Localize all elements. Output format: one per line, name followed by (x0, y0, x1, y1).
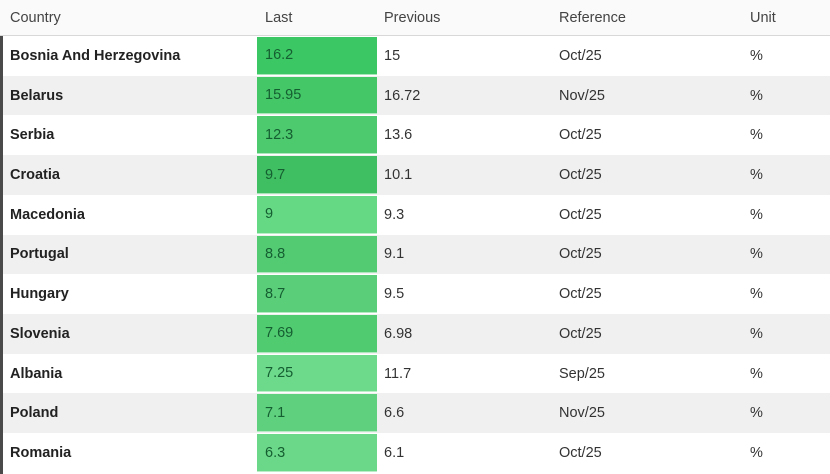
previous-value: 6.1 (384, 445, 405, 462)
unit-value: % (750, 206, 763, 223)
reference-value: Oct/25 (559, 167, 602, 184)
last-value-cell: 12.3 (257, 116, 377, 155)
reference-value: Oct/25 (559, 127, 602, 144)
unit-value: % (750, 167, 763, 184)
country-link[interactable]: Belarus (10, 87, 64, 104)
table-row[interactable]: Bosnia And Herzegovina 16.2 15 Oct/25 % (0, 36, 830, 76)
column-header-country[interactable]: Country (10, 9, 61, 26)
unit-value: % (750, 286, 763, 303)
table-row[interactable]: Croatia 9.7 10.1 Oct/25 % (0, 155, 830, 195)
previous-value: 11.7 (384, 365, 412, 382)
reference-value: Nov/25 (559, 87, 605, 104)
column-header-unit[interactable]: Unit (750, 9, 776, 26)
previous-value: 9.5 (384, 286, 405, 303)
unit-value: % (750, 87, 763, 104)
previous-value: 15 (384, 47, 401, 64)
last-value-cell: 8.8 (257, 235, 377, 274)
unit-value: % (750, 127, 763, 144)
unit-value: % (750, 246, 763, 263)
previous-value: 16.72 (384, 87, 421, 104)
unit-value: % (750, 47, 763, 64)
last-value-cell: 9 (257, 195, 377, 234)
column-header-last[interactable]: Last (265, 9, 293, 26)
table-body: Bosnia And Herzegovina 16.2 15 Oct/25 % … (0, 36, 830, 473)
table-row[interactable]: Portugal 8.8 9.1 Oct/25 % (0, 234, 830, 275)
column-header-previous[interactable]: Previous (384, 9, 441, 26)
left-edge-bar (0, 36, 3, 474)
previous-value: 13.6 (384, 127, 413, 144)
country-link[interactable]: Serbia (10, 127, 55, 144)
country-link[interactable]: Romania (10, 445, 72, 462)
previous-value: 6.98 (384, 325, 413, 342)
table-row[interactable]: Albania 7.25 11.7 Sep/25 % (0, 353, 830, 394)
table-row[interactable]: Macedonia 9 9.3 Oct/25 % (0, 194, 830, 235)
country-link[interactable]: Albania (10, 365, 63, 382)
reference-value: Oct/25 (559, 325, 602, 342)
country-link[interactable]: Croatia (10, 167, 60, 184)
last-value-cell: 16.2 (257, 37, 377, 75)
reference-value: Nov/25 (559, 405, 605, 422)
last-value-cell: 9.7 (257, 156, 377, 194)
unit-value: % (750, 365, 763, 382)
country-link[interactable]: Poland (10, 405, 59, 422)
last-value-cell: 7.1 (257, 394, 377, 433)
previous-value: 10.1 (384, 167, 413, 184)
last-value-cell: 15.95 (257, 76, 377, 115)
reference-value: Oct/25 (559, 286, 602, 303)
table-row[interactable]: Hungary 8.7 9.5 Oct/25 % (0, 274, 830, 315)
previous-value: 6.6 (384, 405, 405, 422)
table-header-row: Country Last Previous Reference Unit (0, 0, 830, 36)
table-row[interactable]: Serbia 12.3 13.6 Oct/25 % (0, 115, 830, 156)
country-link[interactable]: Macedonia (10, 206, 85, 223)
table-row[interactable]: Romania 6.3 6.1 Oct/25 % (0, 433, 830, 473)
last-value-cell: 7.25 (257, 354, 377, 393)
reference-value: Oct/25 (559, 206, 602, 223)
reference-value: Oct/25 (559, 246, 602, 263)
reference-value: Oct/25 (559, 445, 602, 462)
unit-value: % (750, 445, 763, 462)
last-value-cell: 6.3 (257, 434, 377, 472)
table-row[interactable]: Belarus 15.95 16.72 Nov/25 % (0, 75, 830, 116)
country-link[interactable]: Slovenia (10, 325, 70, 342)
previous-value: 9.3 (384, 206, 405, 223)
column-header-reference[interactable]: Reference (559, 9, 626, 26)
unit-value: % (750, 405, 763, 422)
table-row[interactable]: Poland 7.1 6.6 Nov/25 % (0, 393, 830, 434)
unit-value: % (750, 325, 763, 342)
country-link[interactable]: Bosnia And Herzegovina (10, 47, 181, 64)
last-value-cell: 7.69 (257, 315, 377, 353)
country-link[interactable]: Portugal (10, 246, 69, 263)
table-row[interactable]: Slovenia 7.69 6.98 Oct/25 % (0, 314, 830, 354)
previous-value: 9.1 (384, 246, 405, 263)
country-link[interactable]: Hungary (10, 286, 69, 303)
reference-value: Oct/25 (559, 47, 602, 64)
reference-value: Sep/25 (559, 365, 605, 382)
last-value-cell: 8.7 (257, 275, 377, 314)
